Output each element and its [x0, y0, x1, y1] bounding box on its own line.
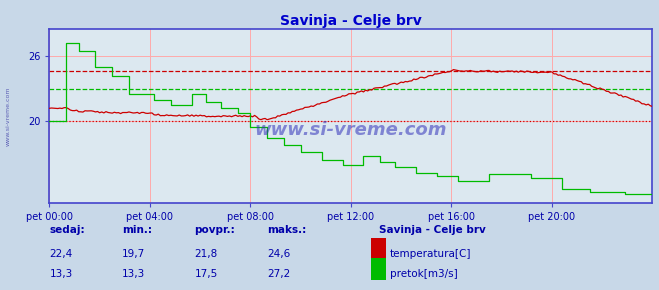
Text: 21,8: 21,8 [194, 249, 217, 259]
Text: maks.:: maks.: [267, 225, 306, 235]
Title: Savinja - Celje brv: Savinja - Celje brv [280, 14, 422, 28]
Text: 19,7: 19,7 [122, 249, 145, 259]
Text: Savinja - Celje brv: Savinja - Celje brv [379, 225, 486, 235]
Text: 13,3: 13,3 [122, 269, 145, 279]
Text: www.si-vreme.com: www.si-vreme.com [254, 121, 447, 139]
Text: povpr.:: povpr.: [194, 225, 235, 235]
Text: sedaj:: sedaj: [49, 225, 85, 235]
Text: min.:: min.: [122, 225, 152, 235]
Text: 24,6: 24,6 [267, 249, 290, 259]
Text: 22,4: 22,4 [49, 249, 72, 259]
Text: 27,2: 27,2 [267, 269, 290, 279]
Text: www.si-vreme.com: www.si-vreme.com [5, 86, 11, 146]
Text: temperatura[C]: temperatura[C] [390, 249, 472, 259]
Text: 17,5: 17,5 [194, 269, 217, 279]
Text: pretok[m3/s]: pretok[m3/s] [390, 269, 458, 279]
Text: 13,3: 13,3 [49, 269, 72, 279]
